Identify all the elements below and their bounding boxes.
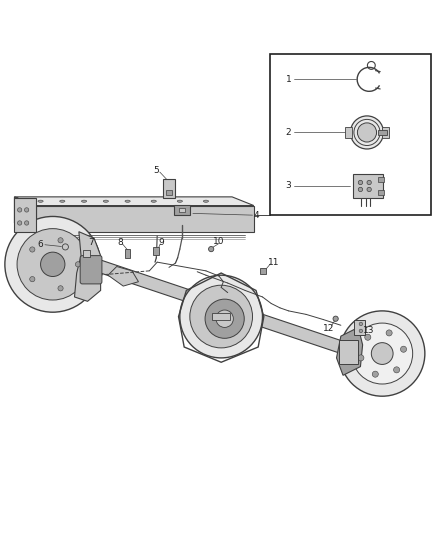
Circle shape [18, 221, 22, 225]
Circle shape [357, 123, 377, 142]
Ellipse shape [151, 200, 156, 203]
Polygon shape [14, 197, 36, 232]
Ellipse shape [81, 200, 87, 203]
Bar [179, 208, 185, 212]
Polygon shape [336, 327, 363, 375]
Bar [270, 54, 431, 215]
Circle shape [58, 238, 63, 243]
Text: 13: 13 [364, 326, 375, 335]
Circle shape [5, 216, 101, 312]
Circle shape [372, 371, 378, 377]
Circle shape [30, 277, 35, 282]
Text: 9: 9 [159, 238, 164, 247]
Ellipse shape [60, 200, 65, 203]
Circle shape [367, 180, 371, 184]
Text: 8: 8 [117, 238, 123, 247]
Polygon shape [94, 258, 341, 353]
Text: 12: 12 [323, 324, 334, 333]
Circle shape [359, 329, 363, 333]
Circle shape [358, 187, 363, 192]
Circle shape [333, 316, 338, 321]
Circle shape [25, 208, 29, 212]
Bar [382, 127, 389, 138]
Circle shape [386, 330, 392, 336]
Ellipse shape [125, 200, 130, 203]
Circle shape [17, 229, 88, 300]
Bar [166, 190, 172, 195]
Text: 2: 2 [286, 128, 291, 137]
Bar [212, 313, 230, 320]
Text: 1: 1 [286, 75, 292, 84]
Bar [125, 249, 130, 258]
Bar [153, 247, 159, 255]
Bar [14, 198, 36, 232]
Circle shape [180, 275, 262, 358]
Bar [339, 341, 358, 365]
Circle shape [30, 247, 35, 252]
Text: 5: 5 [153, 166, 159, 175]
Text: 7: 7 [88, 238, 93, 247]
Polygon shape [74, 232, 101, 301]
Circle shape [205, 299, 244, 338]
Polygon shape [108, 266, 138, 286]
Circle shape [371, 343, 393, 365]
Ellipse shape [103, 200, 109, 203]
Circle shape [400, 346, 406, 352]
Circle shape [358, 355, 364, 361]
Bar [378, 190, 384, 195]
Bar [378, 130, 387, 135]
Text: 3: 3 [286, 181, 292, 190]
Ellipse shape [177, 200, 183, 203]
Text: 10: 10 [213, 237, 225, 246]
Bar [378, 177, 384, 182]
Circle shape [25, 221, 29, 225]
Bar [83, 250, 90, 257]
Circle shape [339, 311, 425, 396]
Circle shape [58, 286, 63, 291]
Circle shape [352, 323, 413, 384]
Bar [260, 268, 266, 274]
Circle shape [41, 252, 65, 277]
Circle shape [190, 285, 253, 348]
Text: 11: 11 [268, 257, 279, 266]
Bar [174, 205, 190, 215]
Polygon shape [14, 197, 254, 206]
Ellipse shape [38, 200, 43, 203]
Circle shape [365, 334, 371, 340]
Bar [345, 127, 352, 138]
Circle shape [359, 322, 363, 326]
Bar [163, 180, 175, 198]
Text: 6: 6 [38, 240, 43, 249]
Circle shape [367, 187, 371, 192]
Circle shape [394, 367, 399, 373]
FancyBboxPatch shape [80, 256, 102, 284]
Circle shape [216, 310, 233, 327]
Ellipse shape [203, 200, 208, 203]
Circle shape [350, 116, 384, 149]
Text: 4: 4 [253, 211, 259, 220]
Circle shape [62, 244, 68, 250]
Circle shape [18, 208, 22, 212]
Circle shape [208, 246, 214, 252]
Polygon shape [36, 206, 254, 232]
Circle shape [75, 262, 81, 267]
Circle shape [358, 180, 363, 184]
Bar [354, 320, 365, 335]
Bar [353, 174, 383, 198]
